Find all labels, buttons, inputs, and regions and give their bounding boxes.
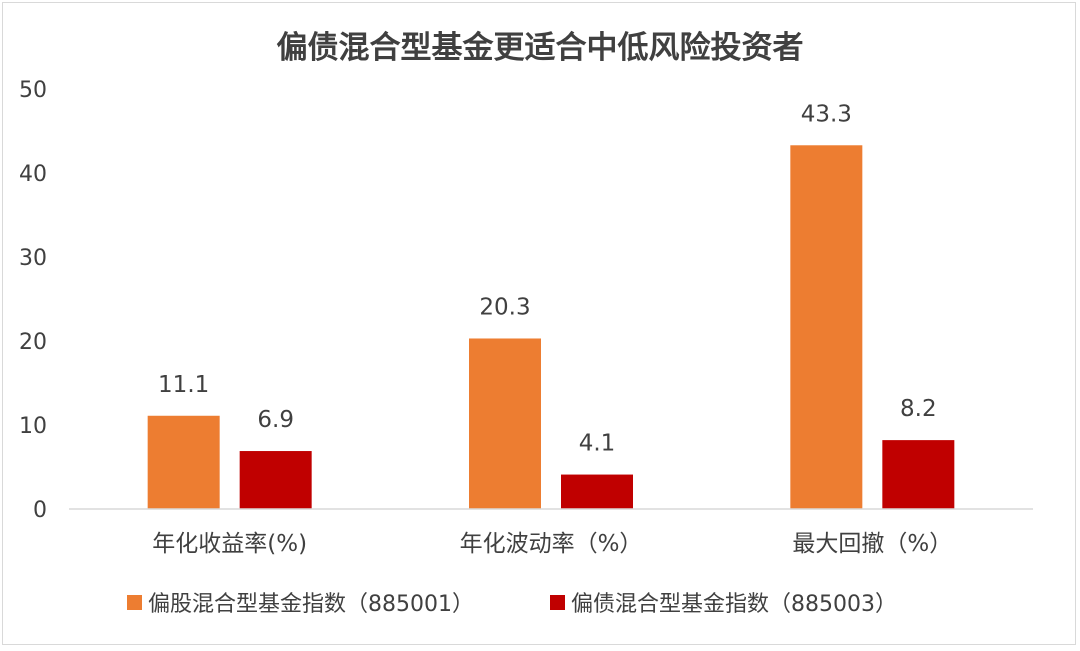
x-category-label-3: 最大回撤（%） <box>792 531 952 557</box>
chart-title: 偏债混合型基金更适合中低风险投资者 <box>277 30 804 66</box>
x-category-label-2: 年化波动率（%） <box>460 531 643 557</box>
bar-chart: 偏债混合型基金更适合中低风险投资者 0 10 20 30 40 50 11.1 6.9 20.… <box>19 30 1033 617</box>
y-tick-label-50: 50 <box>19 78 47 103</box>
legend-swatch-series1 <box>127 595 142 610</box>
legend-label-series2: 偏债混合型基金指数（885003） <box>571 592 897 617</box>
legend-swatch-series2 <box>550 595 565 610</box>
y-axis: 0 10 20 30 40 50 <box>19 78 47 523</box>
x-category-label-1: 年化收益率(%) <box>152 531 307 557</box>
data-label-series2-cat3: 8.2 <box>900 396 937 422</box>
y-tick-label-30: 30 <box>19 246 47 271</box>
x-axis: 年化收益率(%) 年化波动率（%） 最大回撤（%） <box>69 508 1033 557</box>
bar-series1-cat3 <box>790 145 863 509</box>
y-tick-label-40: 40 <box>19 162 47 187</box>
bars: 11.1 6.9 20.3 4.1 43.3 8.2 <box>147 101 955 509</box>
legend-label-series1: 偏股混合型基金指数（885001） <box>148 592 474 617</box>
bar-series2-cat3 <box>882 440 955 509</box>
y-tick-label-20: 20 <box>19 330 47 355</box>
bar-series1-cat2 <box>469 338 541 509</box>
data-label-series1-cat2: 20.3 <box>479 294 530 320</box>
bar-series1-cat1 <box>147 415 220 509</box>
legend: 偏股混合型基金指数（885001） 偏债混合型基金指数（885003） <box>127 592 897 617</box>
data-label-series2-cat2: 4.1 <box>579 431 616 457</box>
data-label-series2-cat1: 6.9 <box>257 407 294 433</box>
data-label-series1-cat3: 43.3 <box>801 101 852 127</box>
bar-series2-cat2 <box>561 474 633 509</box>
y-tick-label-0: 0 <box>33 498 47 523</box>
y-tick-label-10: 10 <box>19 414 47 439</box>
bar-series2-cat1 <box>239 451 312 509</box>
data-label-series1-cat1: 11.1 <box>158 372 209 398</box>
